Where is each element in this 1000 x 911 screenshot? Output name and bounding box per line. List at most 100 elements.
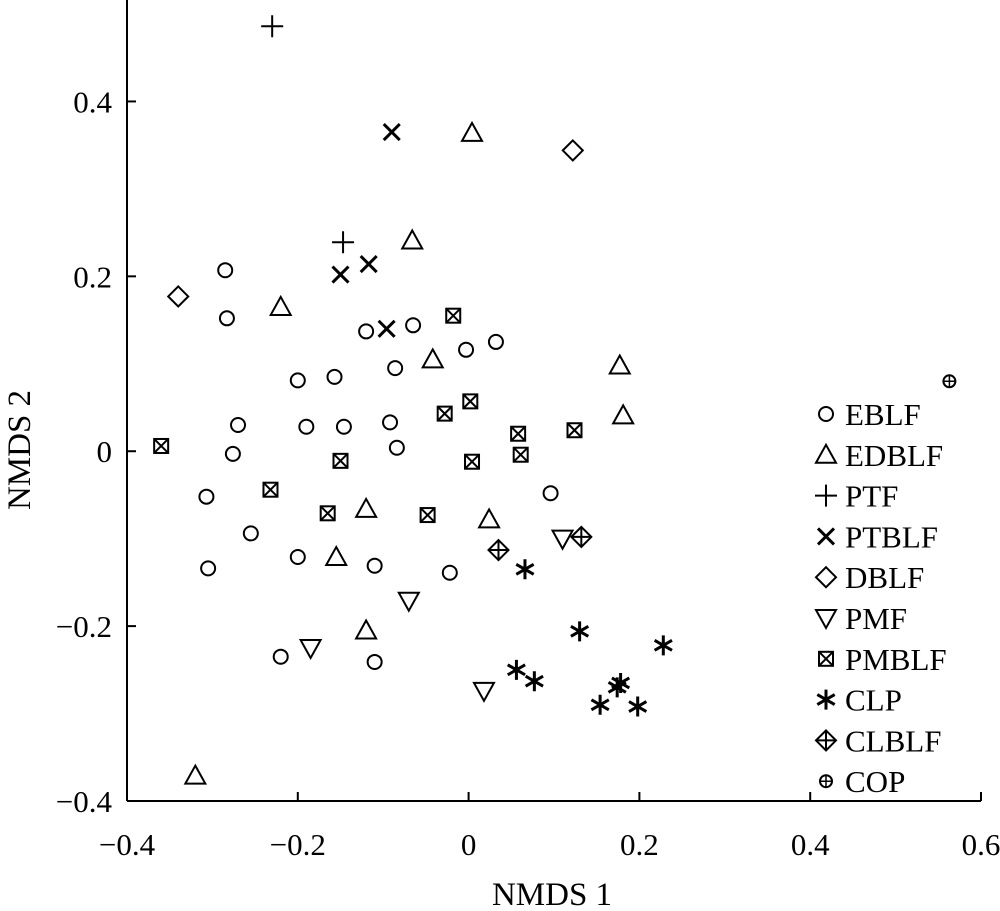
point-eblf (358, 323, 375, 340)
x-tick-label: −0.2 (270, 827, 326, 862)
point-eblf (272, 648, 289, 665)
point-ptblf (377, 319, 396, 338)
point-dblf (166, 285, 190, 308)
y-tick-label: −0.4 (56, 784, 113, 819)
legend-item-eblf: EBLF (818, 397, 921, 432)
point-eblf (387, 360, 404, 377)
point-eblf (441, 564, 458, 581)
data-points (153, 15, 957, 785)
y-axis-label: NMDS 2 (2, 390, 38, 510)
point-cop (942, 374, 957, 389)
point-eblf (542, 485, 559, 502)
point-pmblf (512, 446, 529, 463)
point-eblf (366, 653, 383, 670)
legend-marker-dblf (814, 565, 838, 589)
legend-item-pmf: PMF (814, 601, 907, 636)
point-edblf (269, 294, 293, 316)
legend-label: EDBLF (845, 438, 943, 473)
legend-item-dblf: DBLF (814, 560, 924, 595)
point-eblf (289, 549, 306, 566)
legend-item-ptf: PTF (815, 479, 898, 514)
point-edblf (460, 120, 484, 142)
point-pmblf (319, 505, 336, 522)
y-tick-label: 0 (97, 434, 113, 469)
point-clp (515, 559, 535, 580)
legend-label: DBLF (845, 560, 924, 595)
legend-label: CLP (845, 683, 902, 718)
point-pmblf (464, 453, 481, 470)
series-ptf (261, 15, 355, 254)
point-pmf (397, 591, 421, 613)
point-clp (506, 659, 526, 680)
point-ptblf (331, 265, 350, 284)
point-eblf (487, 333, 504, 350)
legend-item-edblf: EDBLF (814, 438, 943, 473)
point-eblf (298, 418, 315, 435)
point-eblf (382, 414, 399, 431)
series-eblf (198, 262, 559, 670)
point-edblf (611, 403, 635, 425)
point-clp (524, 671, 544, 692)
point-clblf (569, 525, 593, 549)
x-tick-label: 0 (461, 827, 477, 862)
legend-item-cop: COP (819, 764, 905, 799)
point-pmblf (462, 393, 479, 410)
legend-label: PTF (845, 479, 898, 514)
point-eblf (200, 560, 217, 577)
legend-marker-ptf (815, 484, 837, 507)
point-eblf (242, 525, 259, 542)
point-ptblf (359, 255, 378, 274)
point-pmblf (566, 422, 583, 439)
legend-item-clblf: CLBLF (814, 723, 941, 758)
y-axis-ticks: −0.4 −0.2 0 0.2 0.4 (56, 84, 136, 819)
point-eblf (366, 557, 383, 574)
legend-label: EBLF (845, 397, 921, 432)
point-eblf (218, 310, 235, 327)
point-ptf (261, 15, 284, 38)
point-pmf (472, 681, 496, 703)
point-eblf (326, 368, 343, 385)
legend-marker-edblf (814, 442, 838, 464)
point-clp (628, 696, 648, 717)
point-pmblf (153, 437, 170, 454)
point-pmblf (332, 452, 349, 469)
legend-label: COP (845, 764, 905, 799)
point-edblf (324, 544, 348, 567)
legend-item-pmblf: PMBLF (818, 642, 947, 677)
point-pmblf (445, 307, 462, 324)
legend-marker-clblf (814, 728, 838, 752)
point-eblf (217, 262, 234, 279)
series-pmf (298, 529, 575, 703)
point-clp (590, 694, 610, 715)
legend-label: PMF (845, 601, 907, 636)
y-tick-label: −0.2 (56, 609, 112, 644)
point-edblf (400, 228, 424, 250)
point-pmblf (419, 507, 436, 524)
series-dblf (166, 138, 585, 308)
series-clblf (487, 525, 593, 562)
point-clp (570, 621, 590, 642)
series-edblf (183, 120, 635, 785)
point-pmf (298, 638, 323, 661)
point-clp (607, 677, 627, 698)
legend-marker-eblf (818, 406, 834, 422)
point-edblf (354, 618, 378, 640)
legend-marker-pmf (814, 609, 838, 631)
point-edblf (608, 353, 632, 375)
point-pmf (550, 529, 575, 551)
point-pmblf (436, 405, 453, 422)
point-dblf (561, 138, 585, 162)
legend-item-ptblf: PTBLF (816, 519, 938, 554)
series-cop (942, 374, 957, 389)
point-eblf (388, 439, 405, 456)
legend-marker-cop (819, 774, 833, 789)
point-edblf (354, 496, 378, 518)
point-eblf (289, 372, 306, 389)
x-tick-label: 0.6 (962, 827, 1000, 862)
point-pmblf (510, 425, 527, 442)
point-clblf (487, 538, 510, 562)
series-clp (506, 559, 673, 717)
series-ptblf (331, 122, 401, 338)
x-tick-label: −0.4 (99, 827, 156, 862)
